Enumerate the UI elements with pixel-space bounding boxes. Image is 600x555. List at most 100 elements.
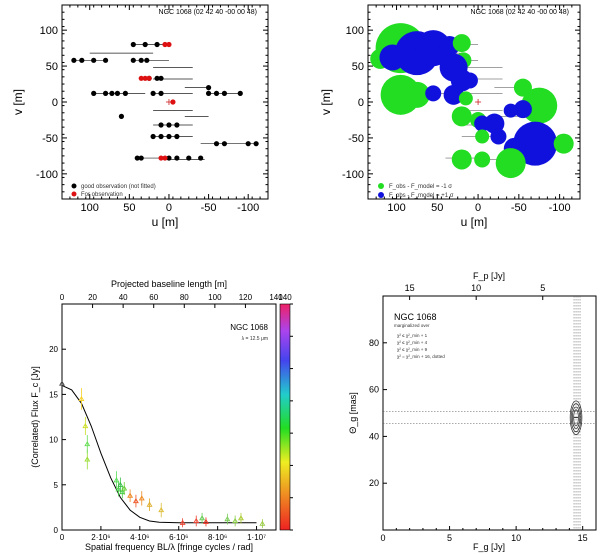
y-tick-label: 0: [52, 97, 58, 109]
good-observation-point: [174, 155, 180, 161]
chi2-guides: [383, 296, 596, 530]
good-observation-point: [205, 90, 212, 96]
chi2-legend-1: χ² ≤ χ²_min + 1: [397, 333, 428, 338]
good-observation-point: [102, 90, 109, 96]
good-observation-point: [118, 113, 125, 119]
good-observation-point: [253, 141, 259, 147]
y-tick-label: 50: [46, 61, 58, 73]
for-observation-point: [158, 155, 164, 161]
y-tick-label: 100: [346, 25, 364, 37]
good-observation-point: [91, 90, 97, 96]
for-observation-point: [146, 75, 152, 81]
vis-subtitle: λ = 12.5 μm: [242, 336, 268, 342]
good-observation-point: [237, 90, 243, 96]
good-observation-point: [174, 122, 180, 128]
flux-point: [202, 518, 209, 524]
x-tick-label: 0: [166, 202, 172, 214]
good-observation-point: [198, 155, 204, 161]
good-observation-point: [221, 141, 228, 147]
residual-plus-circle: [443, 84, 464, 105]
uv-res-xlabel: u [m]: [461, 215, 488, 229]
good-observation-point: [122, 90, 128, 96]
good-observation-point: [144, 57, 150, 63]
x-tick-label: 5: [447, 533, 452, 543]
top-tick-label: 20: [88, 293, 97, 302]
y-tick-label: 0: [54, 526, 59, 535]
chi2-contour: [571, 406, 581, 429]
uv-res-ylabel: v [m]: [319, 89, 333, 115]
flux-point: [132, 497, 139, 504]
y-tick-label: 20: [49, 345, 58, 354]
colorbar-max-label: 140: [278, 293, 292, 302]
uv-res-legend-marker-minus: [378, 183, 384, 189]
chi2-contours: [569, 400, 583, 435]
residual-minus-circle: [452, 34, 471, 53]
x-tick-label: 50: [123, 202, 135, 214]
uv-res-legend-minus: F_obs - F_model = -1 σ: [389, 184, 452, 190]
x-tick-label: 0: [380, 533, 385, 543]
uv-res-ticks: 100 50 0 -50 -100 100 50 0 -50 -100: [342, 5, 580, 214]
x-tick-label: -50: [511, 202, 527, 214]
chi2-contour: [573, 409, 579, 426]
residual-minus-circle: [475, 129, 490, 144]
vis-top-xlabel: Projected baseline length [m]: [111, 279, 227, 289]
x-tick-label: 50: [431, 202, 443, 214]
vis-model-curve: [61, 384, 257, 524]
uv-obs-points: [71, 41, 259, 161]
chi2-title: NGC 1068: [394, 312, 437, 322]
good-observation-point: [158, 75, 164, 81]
x-tick-label: 2·10⁶: [91, 533, 110, 542]
residual-minus-circle: [403, 81, 430, 108]
good-observation-point: [205, 85, 212, 91]
residual-minus-circle: [495, 148, 526, 179]
good-observation-point: [166, 155, 172, 161]
residual-minus-circle: [458, 91, 473, 106]
y-tick-label: 5: [54, 481, 59, 490]
top-tick-label: 120: [239, 293, 253, 302]
chi2-legend-2: χ² ≤ χ²_min + 4: [397, 340, 428, 345]
good-observation-point: [166, 122, 172, 128]
chi2-contour: [570, 403, 582, 433]
panel-uv-observations: 100 50 0 -50 -100 100 50 0 -50 -100 NGC 1068 (02 …: [11, 4, 269, 229]
y-tick-label: 0: [358, 97, 364, 109]
y-tick-label: 20: [369, 478, 379, 488]
good-observation-point: [102, 57, 109, 63]
residual-minus-circle: [451, 149, 472, 170]
good-observation-point: [158, 133, 164, 140]
residual-minus-circle: [521, 87, 558, 124]
y-tick-label: 100: [40, 25, 58, 37]
flux-point: [113, 477, 120, 483]
uv-obs-legend-good: good observation (not fitted): [81, 184, 156, 190]
chi2-top-xlabel: F_p [Jy]: [473, 271, 505, 281]
top-tick-label: 80: [180, 293, 189, 302]
residual-plus-circle: [513, 121, 558, 166]
vis-title: NGC 1068: [230, 323, 268, 332]
top-tick-label: 15: [405, 283, 415, 293]
for-observation-point: [162, 41, 168, 48]
panel-uv-residuals: 100 50 0 -50 -100 100 50 0 -50 -100 NGC 1068 (02 …: [319, 4, 581, 229]
good-observation-point: [134, 155, 140, 161]
uv-obs-legend-marker-good: [71, 183, 77, 189]
chi2-legend-4: χ² = χ²_min + 16, dotted: [397, 354, 445, 359]
uv-res-title: NGC 1068 (02 42 40 -00 00 48): [471, 9, 569, 16]
residual-plus-circle: [513, 100, 532, 119]
flux-point: [84, 456, 91, 462]
for-observation-point: [166, 41, 172, 48]
chi2-contour: [569, 400, 583, 435]
flux-point: [115, 486, 122, 492]
vis-points: [59, 380, 266, 529]
flux-point: [259, 520, 266, 526]
chi2-subtitle: marginalized over: [394, 323, 430, 328]
x-tick-label: 0: [475, 202, 481, 214]
x-tick-label: 1·10⁷: [247, 533, 266, 542]
residual-plus-circle: [415, 30, 452, 67]
good-observation-point: [150, 90, 156, 96]
good-observation-point: [221, 90, 228, 96]
flux-point: [117, 481, 124, 487]
good-observation-point: [166, 133, 172, 140]
uv-obs-title: NGC 1068 (02 42 40 -00 00 48): [159, 9, 257, 16]
good-observation-point: [154, 75, 160, 81]
good-observation-point: [154, 41, 160, 48]
top-tick-label: 40: [119, 293, 128, 302]
